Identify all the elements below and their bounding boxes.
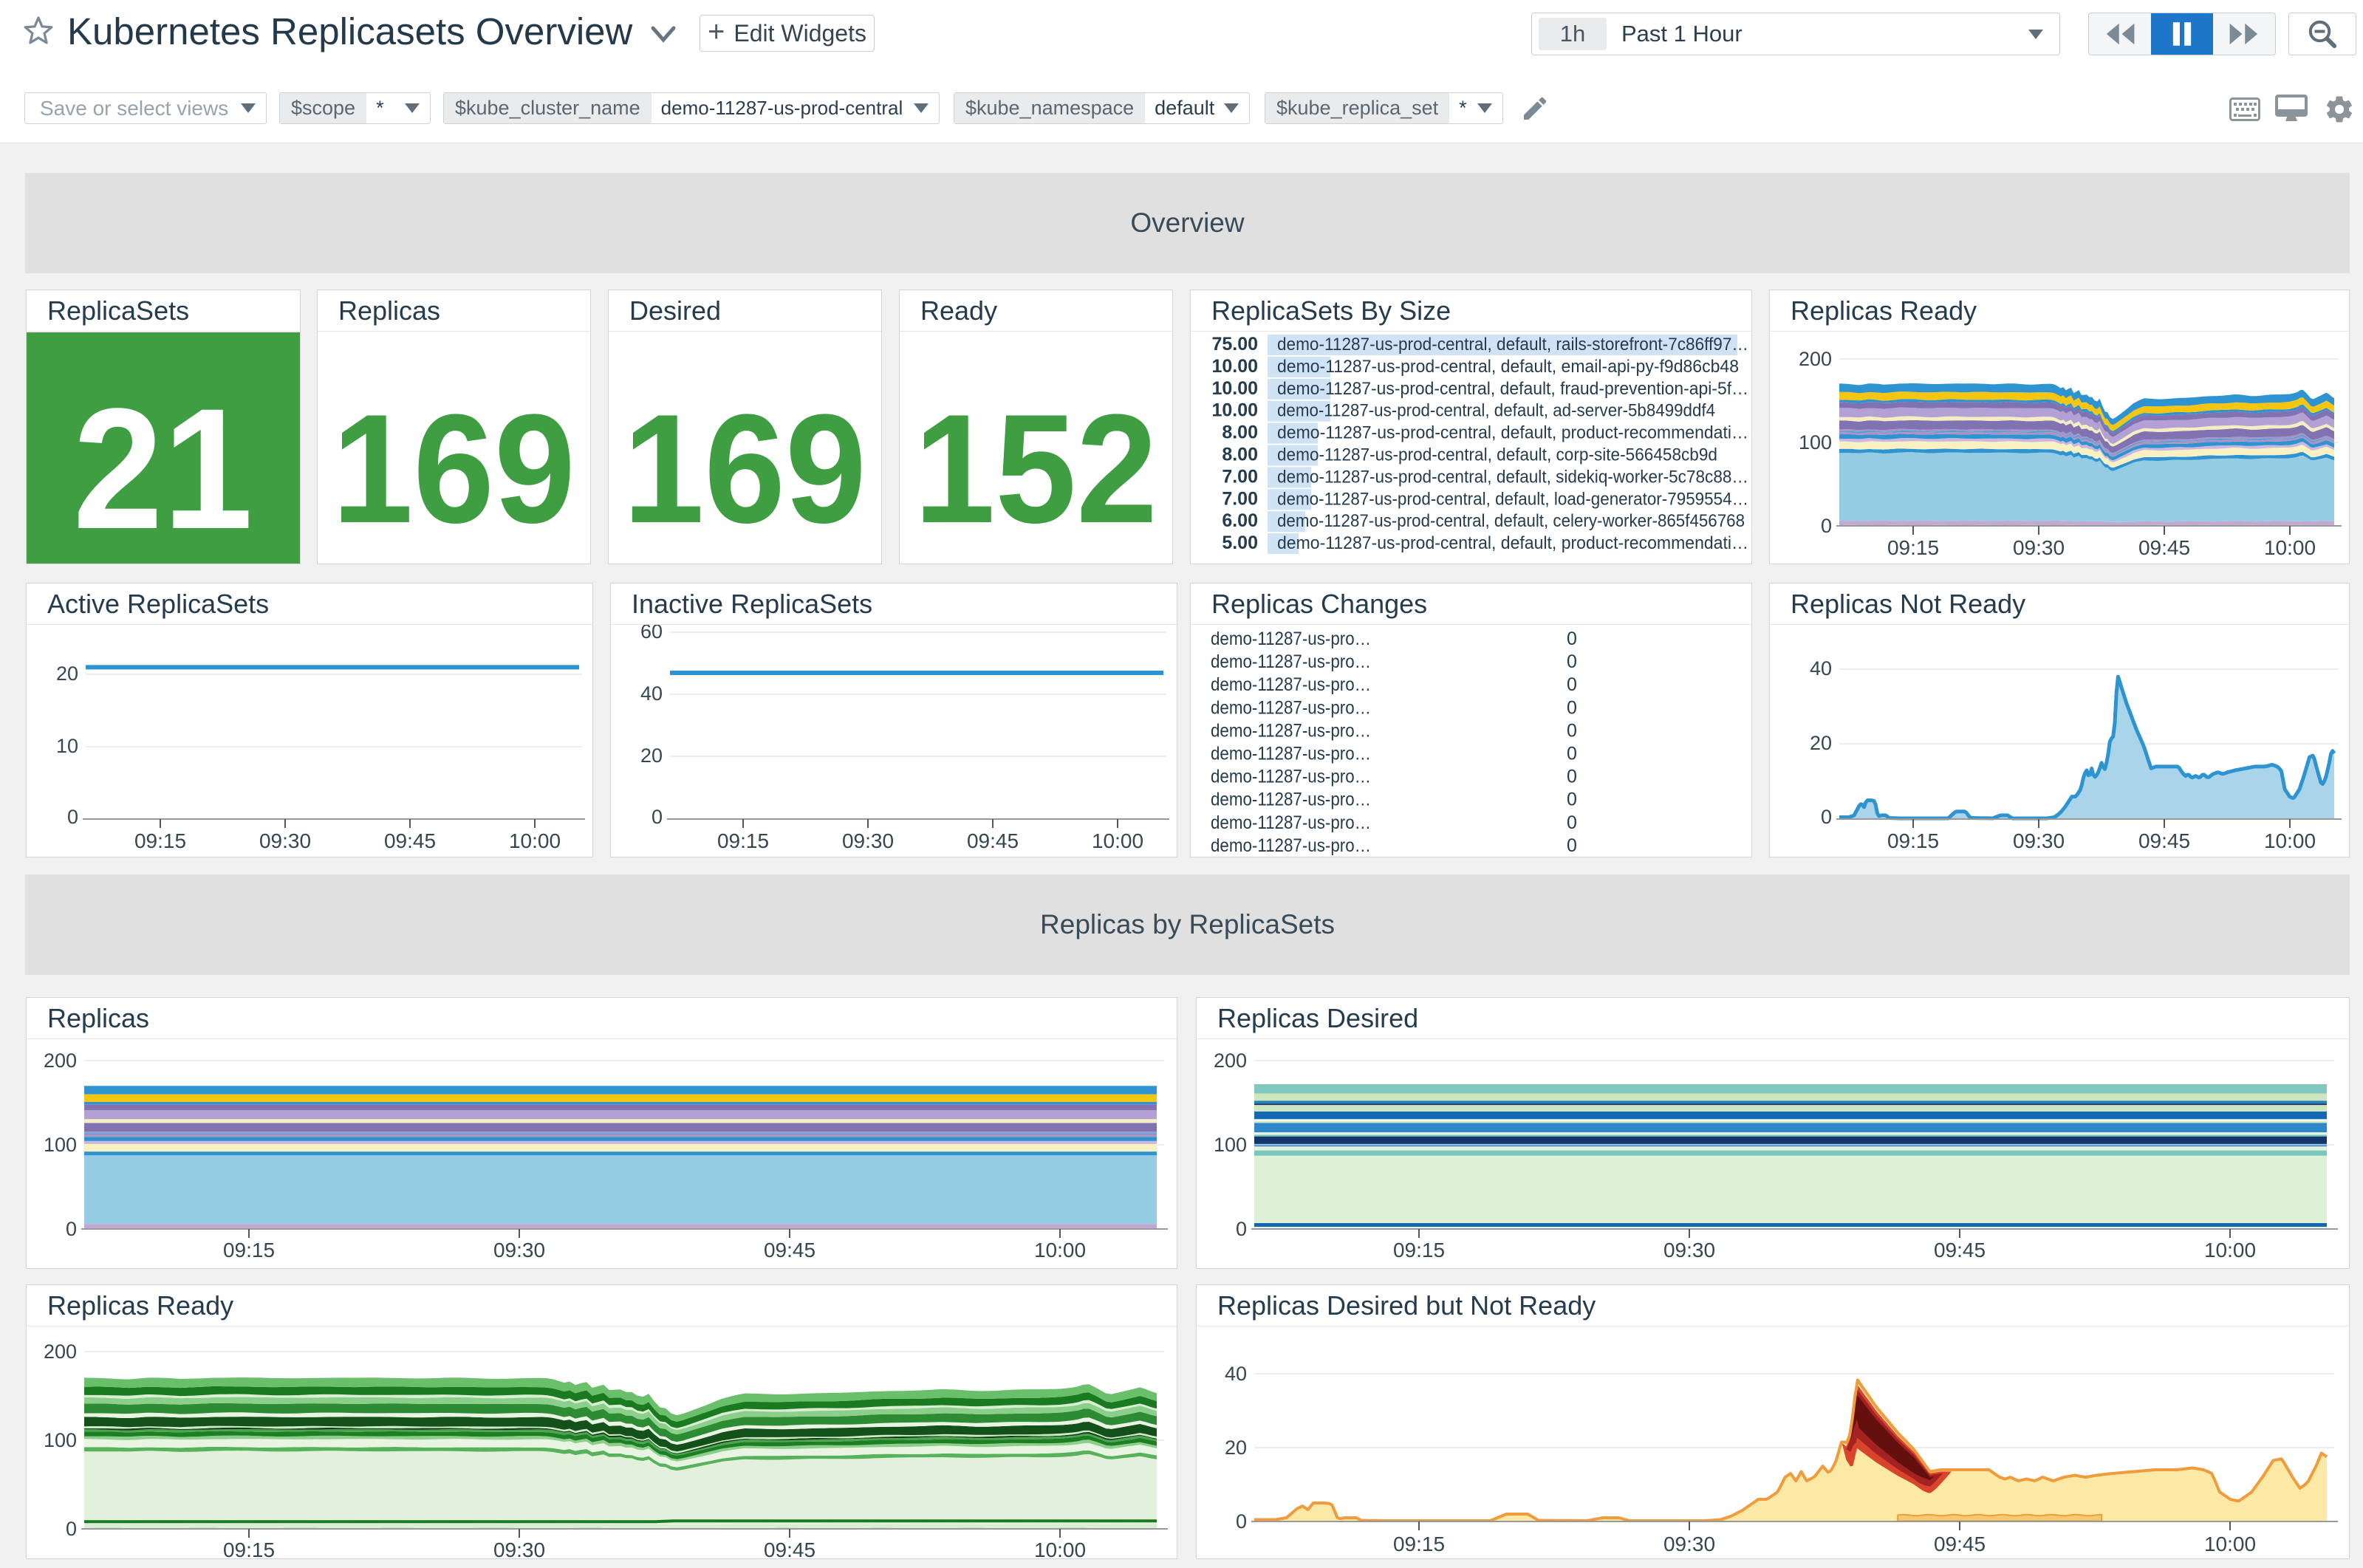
svg-text:demo-11287-us-pro…: demo-11287-us-pro… xyxy=(1211,651,1371,672)
svg-text:100: 100 xyxy=(44,1134,77,1156)
svg-text:10.00: 10.00 xyxy=(1211,378,1258,399)
svg-text:09:15: 09:15 xyxy=(1887,536,1939,559)
svg-text:0: 0 xyxy=(652,806,663,828)
svg-text:7.00: 7.00 xyxy=(1222,488,1258,509)
svg-text:40: 40 xyxy=(640,682,663,705)
svg-text:0: 0 xyxy=(1821,806,1832,828)
svg-text:09:15: 09:15 xyxy=(223,1239,275,1261)
svg-text:09:45: 09:45 xyxy=(2138,536,2190,559)
svg-text:09:45: 09:45 xyxy=(764,1239,815,1261)
svg-text:200: 200 xyxy=(44,1341,77,1363)
svg-text:10.00: 10.00 xyxy=(1211,356,1258,377)
svg-text:10:00: 10:00 xyxy=(1034,1538,1086,1558)
svg-text:100: 100 xyxy=(1214,1134,1247,1156)
svg-text:10:00: 10:00 xyxy=(1034,1239,1086,1261)
svg-text:10:00: 10:00 xyxy=(2264,829,2316,852)
svg-text:09:15: 09:15 xyxy=(1887,829,1939,852)
svg-text:demo-11287-us-pro…: demo-11287-us-pro… xyxy=(1211,697,1371,718)
svg-text:6.00: 6.00 xyxy=(1222,510,1258,531)
svg-text:0: 0 xyxy=(1567,651,1577,672)
svg-text:09:45: 09:45 xyxy=(764,1538,815,1558)
svg-text:09:15: 09:15 xyxy=(134,829,186,852)
svg-text:09:45: 09:45 xyxy=(1934,1533,1986,1555)
svg-text:09:45: 09:45 xyxy=(384,829,436,852)
svg-text:09:45: 09:45 xyxy=(967,829,1019,852)
svg-text:10.00: 10.00 xyxy=(1211,400,1258,421)
svg-text:200: 200 xyxy=(1214,1050,1247,1072)
svg-text:demo-11287-us-prod-central, de: demo-11287-us-prod-central, default, pro… xyxy=(1277,423,1748,443)
svg-text:5.00: 5.00 xyxy=(1222,533,1258,553)
svg-text:0: 0 xyxy=(1567,744,1577,764)
svg-text:demo-11287-us-pro…: demo-11287-us-pro… xyxy=(1211,629,1371,649)
svg-text:demo-11287-us-pro…: demo-11287-us-pro… xyxy=(1211,674,1371,695)
svg-text:20: 20 xyxy=(1810,732,1832,754)
svg-text:09:15: 09:15 xyxy=(1393,1239,1445,1261)
svg-text:demo-11287-us-prod-central, de: demo-11287-us-prod-central, default, sid… xyxy=(1277,467,1748,487)
svg-text:demo-11287-us-pro…: demo-11287-us-pro… xyxy=(1211,744,1371,764)
svg-text:demo-11287-us-prod-central, de: demo-11287-us-prod-central, default, loa… xyxy=(1277,489,1748,509)
svg-text:20: 20 xyxy=(56,663,78,685)
svg-text:0: 0 xyxy=(1567,629,1577,649)
svg-text:20: 20 xyxy=(640,744,663,767)
svg-text:demo-11287-us-pro…: demo-11287-us-pro… xyxy=(1211,720,1371,741)
svg-text:0: 0 xyxy=(1567,835,1577,856)
svg-text:0: 0 xyxy=(1567,812,1577,833)
svg-text:0: 0 xyxy=(66,1218,77,1240)
svg-text:0: 0 xyxy=(1567,697,1577,718)
svg-text:09:30: 09:30 xyxy=(493,1538,545,1558)
svg-text:09:15: 09:15 xyxy=(223,1538,275,1558)
svg-text:demo-11287-us-prod-central, de: demo-11287-us-prod-central, default, cel… xyxy=(1277,511,1745,531)
svg-text:demo-11287-us-pro…: demo-11287-us-pro… xyxy=(1211,790,1371,810)
svg-text:0: 0 xyxy=(1567,674,1577,695)
svg-text:09:15: 09:15 xyxy=(1393,1533,1445,1555)
svg-text:0: 0 xyxy=(1236,1218,1247,1240)
svg-text:demo-11287-us-prod-central, de: demo-11287-us-prod-central, default, ad-… xyxy=(1277,401,1715,421)
svg-text:demo-11287-us-pro…: demo-11287-us-pro… xyxy=(1211,767,1371,787)
svg-text:demo-11287-us-prod-central, de: demo-11287-us-prod-central, default, fra… xyxy=(1277,379,1748,399)
svg-text:demo-11287-us-prod-central, de: demo-11287-us-prod-central, default, rai… xyxy=(1277,335,1748,355)
svg-text:0: 0 xyxy=(67,806,78,828)
svg-text:0: 0 xyxy=(1567,720,1577,741)
svg-text:10:00: 10:00 xyxy=(2204,1239,2256,1261)
svg-text:0: 0 xyxy=(1821,515,1832,537)
svg-text:demo-11287-us-prod-central, de: demo-11287-us-prod-central, default, ema… xyxy=(1277,357,1739,377)
svg-text:75.00: 75.00 xyxy=(1211,334,1258,355)
svg-text:09:30: 09:30 xyxy=(2013,536,2065,559)
svg-text:40: 40 xyxy=(1810,657,1832,679)
svg-text:8.00: 8.00 xyxy=(1222,422,1258,443)
svg-text:0: 0 xyxy=(1567,767,1577,787)
svg-text:10:00: 10:00 xyxy=(509,829,561,852)
svg-text:09:30: 09:30 xyxy=(842,829,894,852)
svg-text:demo-11287-us-prod-central, de: demo-11287-us-prod-central, default, pro… xyxy=(1277,533,1748,553)
svg-text:0: 0 xyxy=(1236,1510,1247,1533)
svg-text:09:30: 09:30 xyxy=(2013,829,2065,852)
svg-text:7.00: 7.00 xyxy=(1222,466,1258,487)
svg-text:demo-11287-us-pro…: demo-11287-us-pro… xyxy=(1211,812,1371,833)
svg-text:09:30: 09:30 xyxy=(1663,1239,1715,1261)
svg-text:200: 200 xyxy=(1799,348,1832,370)
svg-text:20: 20 xyxy=(1225,1437,1247,1459)
svg-text:09:45: 09:45 xyxy=(1934,1239,1986,1261)
svg-text:100: 100 xyxy=(44,1429,77,1451)
svg-text:09:15: 09:15 xyxy=(717,829,769,852)
svg-text:10:00: 10:00 xyxy=(2204,1533,2256,1555)
svg-text:09:30: 09:30 xyxy=(1663,1533,1715,1555)
svg-text:200: 200 xyxy=(44,1050,77,1072)
svg-text:10: 10 xyxy=(56,735,78,757)
svg-text:10:00: 10:00 xyxy=(1092,829,1143,852)
svg-text:0: 0 xyxy=(66,1518,77,1540)
svg-text:demo-11287-us-pro…: demo-11287-us-pro… xyxy=(1211,835,1371,856)
svg-text:10:00: 10:00 xyxy=(2264,536,2316,559)
svg-text:09:45: 09:45 xyxy=(2138,829,2190,852)
svg-text:demo-11287-us-prod-central, de: demo-11287-us-prod-central, default, cor… xyxy=(1277,445,1717,465)
svg-text:100: 100 xyxy=(1799,431,1832,453)
svg-text:0: 0 xyxy=(1567,790,1577,810)
svg-text:40: 40 xyxy=(1225,1363,1247,1385)
svg-text:09:30: 09:30 xyxy=(259,829,311,852)
svg-text:09:30: 09:30 xyxy=(493,1239,545,1261)
svg-text:8.00: 8.00 xyxy=(1222,445,1258,465)
